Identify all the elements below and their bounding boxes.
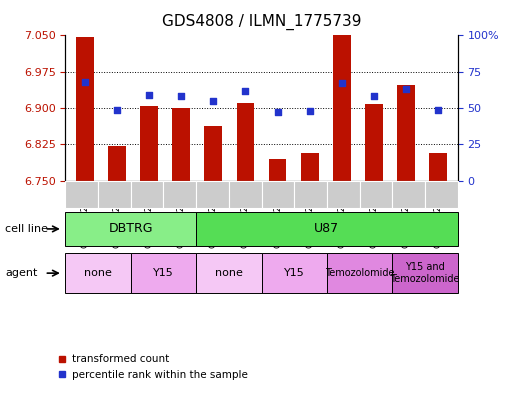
Point (338, 80, 346, 86)
Point (112, 107, 121, 113)
Legend: transformed count, percentile rank within the sample: transformed count, percentile rank withi… (52, 350, 252, 384)
Point (177, 93, 185, 99)
Point (145, 92, 153, 98)
Bar (108, 146, 126, 181)
Point (274, 109, 282, 116)
Text: none: none (84, 268, 112, 278)
Bar (365, 104, 383, 181)
Bar (236, 103, 254, 181)
Bar (397, 85, 415, 181)
Text: none: none (215, 268, 243, 278)
Point (370, 93, 378, 99)
Point (402, 86, 411, 92)
Text: Y15 and
Temozolomide: Y15 and Temozolomide (390, 263, 460, 284)
Bar (301, 152, 319, 181)
Text: cell line: cell line (5, 224, 48, 234)
Text: Y15: Y15 (153, 268, 174, 278)
Text: DBTRG: DBTRG (108, 222, 153, 235)
Bar (76, 37, 94, 181)
Point (209, 98, 218, 104)
Text: agent: agent (5, 268, 38, 278)
Point (305, 108, 314, 114)
Bar (204, 127, 222, 181)
Text: GDS4808 / ILMN_1775739: GDS4808 / ILMN_1775739 (162, 14, 361, 30)
Point (81, 79, 89, 85)
Text: Y15: Y15 (284, 268, 304, 278)
Point (241, 88, 249, 94)
Text: Temozolomide: Temozolomide (325, 268, 394, 278)
Bar (172, 108, 190, 181)
Bar (333, 35, 351, 181)
Bar (429, 152, 447, 181)
Point (434, 107, 442, 113)
Bar (140, 106, 158, 181)
Bar (269, 159, 287, 181)
Text: U87: U87 (314, 222, 339, 235)
